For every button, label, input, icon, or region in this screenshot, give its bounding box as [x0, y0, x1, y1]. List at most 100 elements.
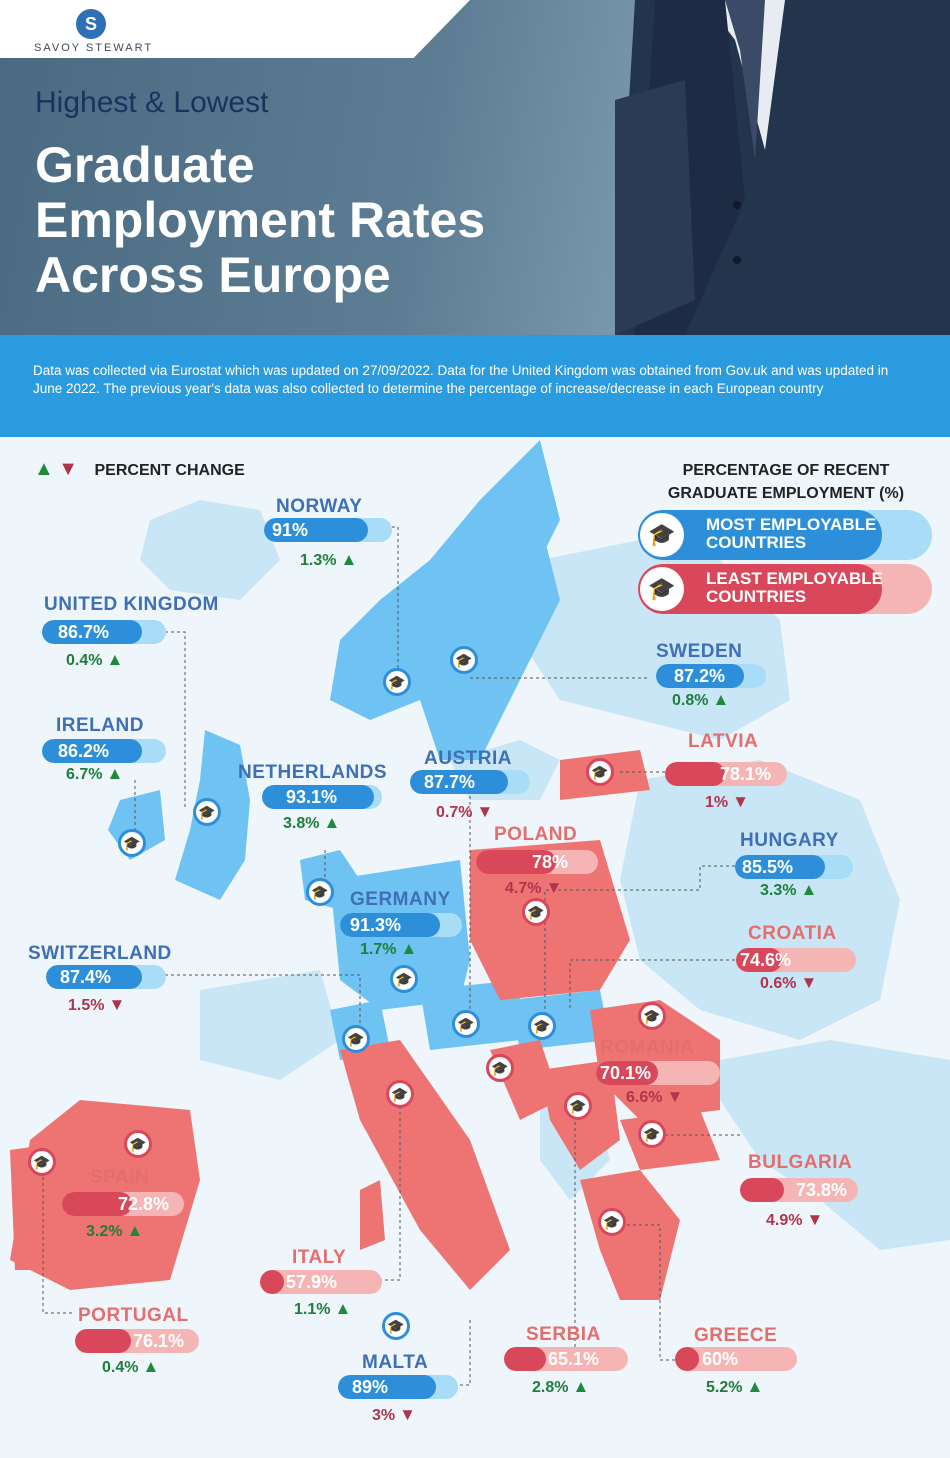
country-name: SERBIA [526, 1324, 601, 1345]
employment-rate-fill [665, 762, 725, 786]
arrow-down-icon: ▼ [800, 973, 818, 992]
employment-rate-bar: 86.7% [42, 620, 166, 644]
percent-change-value: 3.8% [283, 815, 320, 832]
graduation-cap-icon[interactable]: 🎓 [118, 829, 146, 857]
employment-rate-value: 93.1% [286, 787, 338, 807]
info-band: Data was collected via Eurostat which wa… [0, 335, 950, 437]
employment-rate-value: 78% [532, 852, 569, 872]
employment-rate-value: 89% [352, 1377, 389, 1397]
employment-rate-fill [410, 770, 508, 794]
percent-change-value: 3% [372, 1407, 396, 1424]
employment-rate-bar: 91% [264, 518, 392, 542]
employment-rate-bar: 73.8% [740, 1178, 858, 1202]
graduation-cap-icon[interactable]: 🎓 [124, 1130, 152, 1158]
percent-change-value: 2.8% [532, 1379, 569, 1396]
graduation-cap-icon[interactable]: 🎓 [383, 668, 411, 696]
graduation-cap-icon: 🎓 [640, 567, 684, 611]
arrow-up-icon: ▲ [34, 458, 54, 480]
graduation-cap-icon[interactable]: 🎓 [522, 898, 550, 926]
percent-change-value: 1.1% [294, 1301, 331, 1318]
country-name: SWITZERLAND [28, 943, 172, 964]
employment-rate-value: 87.7% [424, 772, 476, 792]
graduation-cap-icon[interactable]: 🎓 [638, 1002, 666, 1030]
percent-change: 4.7% ▼ [505, 878, 562, 898]
employment-rate-value: 72.8% [118, 1194, 170, 1214]
employment-rate-bar: 78% [476, 850, 598, 874]
percent-change: 1% ▼ [705, 792, 749, 812]
graduation-cap-icon[interactable]: 🎓 [28, 1148, 56, 1176]
percent-change-value: 6.7% [66, 766, 103, 783]
graduation-cap-icon[interactable]: 🎓 [306, 878, 334, 906]
graduation-cap-icon[interactable]: 🎓 [193, 798, 221, 826]
legend-least-employable: 🎓 LEAST EMPLOYABLE COUNTRIES [638, 564, 932, 614]
percent-change: 1.3% ▲ [300, 550, 357, 570]
employment-rate-value: 91% [272, 520, 309, 540]
percent-change-value: 3.3% [760, 882, 797, 899]
graduation-cap-icon[interactable]: 🎓 [638, 1120, 666, 1148]
employment-rate-fill [675, 1347, 699, 1371]
arrow-up-icon: ▲ [572, 1377, 590, 1396]
savoy-stewart-logo-icon[interactable]: S [76, 9, 106, 39]
graduation-cap-icon[interactable]: 🎓 [450, 646, 478, 674]
employment-rate-fill [338, 1375, 436, 1399]
employment-rate-value: 76.1% [133, 1331, 185, 1351]
graduation-cap-icon[interactable]: 🎓 [598, 1208, 626, 1236]
percent-change-value: 4.9% [766, 1212, 803, 1229]
employment-rate-bar: 78.1% [665, 762, 787, 786]
arrow-down-icon: ▼ [666, 1087, 684, 1106]
arrow-down-icon: ▼ [545, 878, 563, 897]
arrow-down-icon: ▼ [732, 792, 749, 811]
percent-change: 0.8% ▲ [672, 690, 729, 710]
employment-rate-bar: 57.9% [260, 1270, 382, 1294]
country-name: SWEDEN [656, 641, 743, 662]
legend-most-label: MOST EMPLOYABLE COUNTRIES [706, 515, 877, 552]
employment-rate-value: 57.9% [286, 1272, 338, 1292]
percent-change-value: 1.3% [300, 552, 337, 569]
employment-rate-value: 73.8% [796, 1180, 848, 1200]
percent-change: 1.7% ▲ [360, 939, 417, 959]
brand-name: SAVOY STEWART [34, 42, 154, 54]
graduation-cap-icon[interactable]: 🎓 [486, 1054, 514, 1082]
percent-change-value: 1% [705, 794, 729, 811]
employment-rate-bar: 76.1% [75, 1329, 199, 1353]
country-name: NETHERLANDS [238, 762, 388, 783]
arrow-up-icon: ▲ [106, 764, 124, 783]
legend-title: PERCENTAGE OF RECENT GRADUATE EMPLOYMENT… [667, 462, 905, 502]
employment-rate-fill [262, 785, 374, 809]
percent-change: 0.6% ▼ [760, 973, 817, 993]
graduation-cap-icon[interactable]: 🎓 [586, 758, 614, 786]
graduation-cap-icon[interactable]: 🎓 [342, 1025, 370, 1053]
percent-change: 3.8% ▲ [283, 813, 340, 833]
employment-rate-value: 91.3% [350, 915, 402, 935]
employment-rate-bar: 74.6% [736, 948, 856, 972]
percent-change-value: 3.2% [86, 1223, 123, 1240]
employment-rate-value: 86.2% [58, 741, 110, 761]
percent-change: 3.2% ▲ [86, 1221, 143, 1241]
employment-rate-bar: 87.4% [46, 965, 166, 989]
percent-change-value: 5.2% [706, 1379, 743, 1396]
country-name: PORTUGAL [78, 1305, 189, 1326]
employment-rate-value: 74.6% [740, 950, 792, 970]
arrow-up-icon: ▲ [800, 880, 818, 899]
employment-rate-value: 70.1% [600, 1063, 652, 1083]
country-name: ROMANIA [600, 1037, 695, 1058]
employment-rate-fill [46, 965, 142, 989]
graduation-cap-icon[interactable]: 🎓 [528, 1012, 556, 1040]
country-name: NORWAY [276, 496, 363, 517]
graduation-cap-icon[interactable]: 🎓 [564, 1092, 592, 1120]
employment-rate-fill [260, 1270, 284, 1294]
percent-change: 1.5% ▼ [68, 995, 125, 1015]
country-name: SPAIN [90, 1167, 150, 1188]
arrow-down-icon: ▼ [806, 1210, 824, 1229]
employment-rate-bar: 70.1% [596, 1061, 720, 1085]
graduation-cap-icon[interactable]: 🎓 [452, 1010, 480, 1038]
percent-change-value: 6.6% [626, 1089, 663, 1106]
graduation-cap-icon[interactable]: 🎓 [390, 965, 418, 993]
graduation-cap-icon[interactable]: 🎓 [382, 1312, 410, 1340]
connector-lines [42, 526, 740, 1386]
graduation-cap-icon[interactable]: 🎓 [386, 1080, 414, 1108]
country-name: LATVIA [688, 731, 759, 752]
graduation-cap-icon: 🎓 [640, 513, 684, 557]
country-name: BULGARIA [748, 1152, 853, 1173]
data-source-note: Data was collected via Eurostat which wa… [33, 363, 889, 396]
